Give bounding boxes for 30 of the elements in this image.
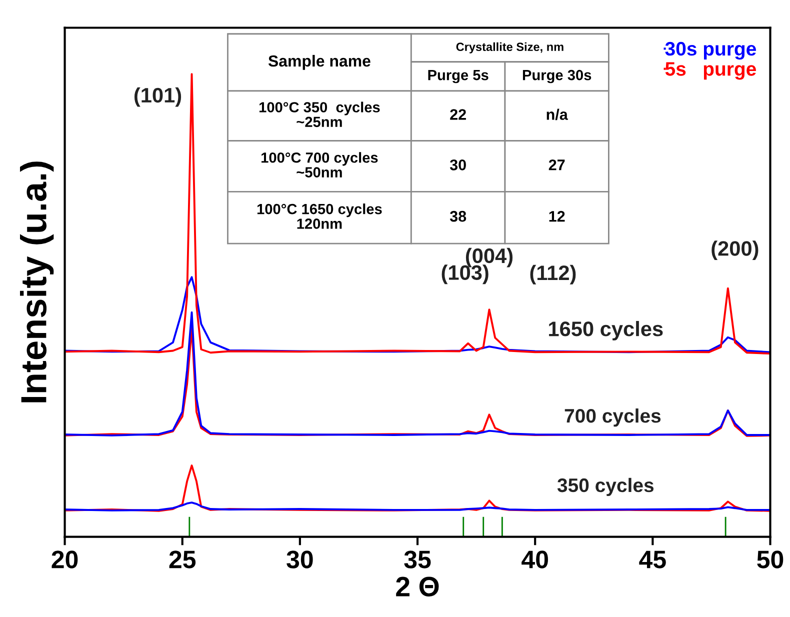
annotation: Purge 30s bbox=[522, 70, 592, 84]
x-tick-label: 40 bbox=[522, 550, 548, 568]
annotation: 38 bbox=[450, 210, 466, 222]
y-axis-title: Intensity (u.a.) bbox=[20, 162, 54, 402]
legend-label: 5s purge bbox=[665, 62, 756, 80]
x-tick-label: 25 bbox=[169, 550, 196, 568]
annotation: 22 bbox=[450, 109, 466, 120]
x-tick-label: 30 bbox=[286, 550, 313, 568]
annotation: 100°C 350 cycles ~25nm bbox=[259, 102, 380, 128]
annotation: 700 cycles bbox=[564, 408, 661, 427]
annotation: 27 bbox=[548, 160, 565, 170]
annotation: 100°C 700 cycles ~50nm bbox=[262, 152, 378, 178]
annotation: (101) bbox=[134, 87, 182, 107]
x-tick-label: 45 bbox=[639, 550, 666, 568]
legend-label: 30s purge bbox=[665, 42, 756, 60]
x-axis-title: 2 Θ bbox=[396, 576, 439, 596]
x-tick-label: 50 bbox=[757, 550, 784, 568]
annotation: (200) bbox=[712, 240, 758, 260]
x-tick-label: 20 bbox=[52, 550, 78, 568]
annotation: (112) bbox=[530, 264, 576, 284]
x-tick-label: 35 bbox=[404, 550, 431, 568]
annotation: n/a bbox=[546, 108, 568, 120]
text: Sample name bbox=[268, 54, 370, 70]
annotation: 30 bbox=[450, 160, 466, 170]
text: Crystallite Size, nm bbox=[456, 42, 564, 54]
annotation: 1650 cycles bbox=[549, 320, 663, 340]
annotation: 100°C 1650 cycles 120nm bbox=[257, 204, 382, 229]
annotation: 12 bbox=[549, 210, 565, 222]
annotation: 350 cycles bbox=[557, 478, 654, 496]
annotation: Purge 5s bbox=[428, 70, 488, 84]
